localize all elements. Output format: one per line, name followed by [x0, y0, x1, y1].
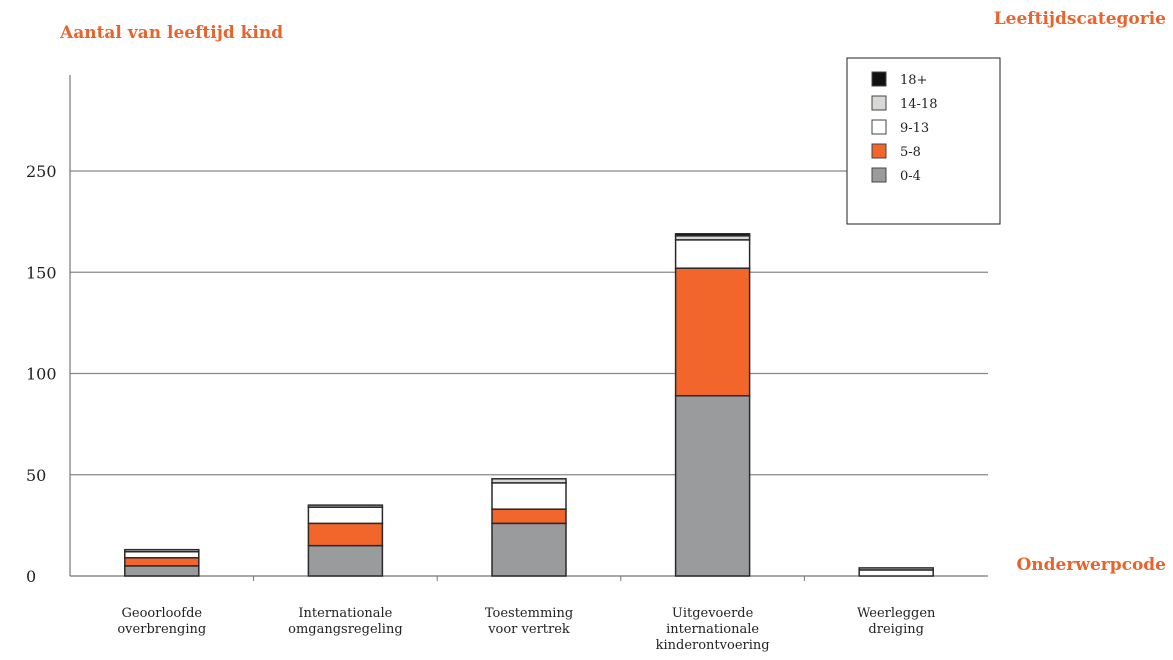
legend-swatch-18+ [871, 71, 887, 87]
x-axis-tick-labels: Geoorloofde overbrenging Internationale omg… [117, 606, 936, 653]
x-tick-label: Toestemming voor vertrek [485, 606, 573, 637]
bar-segment-0-4 [307, 544, 384, 577]
legend-swatch-0-4 [871, 167, 887, 183]
legend-label: 0-4 [900, 169, 921, 184]
bar-segment-0-4 [674, 395, 751, 577]
bar-segment-9-13 [858, 569, 934, 577]
x-tick-label: Internationale omgangsregeling [288, 606, 403, 637]
bar-segment-0-4 [491, 522, 567, 577]
x-tick-label: Weerleggen dreiging [857, 606, 936, 637]
x-tick-label: Geoorloofde overbrenging [117, 606, 206, 637]
bar-segment-0-4 [124, 565, 200, 577]
legend: 18+ 14-18 9-13 5-8 0-4 [846, 57, 1001, 225]
y-tick-label: 150 [26, 263, 57, 282]
chart-title: Aantal van leeftijd kind [59, 23, 283, 43]
bar-segment-18+ [674, 233, 751, 237]
bar-segment-5-8 [491, 508, 567, 525]
legend-label: 14-18 [900, 97, 937, 112]
y-tick-label: 250 [26, 162, 57, 181]
bar-stack [307, 504, 384, 577]
legend-label: 18+ [900, 73, 927, 88]
y-axis-tick-labels: 0 50 100 150 250 [26, 162, 57, 586]
bar-stack [124, 548, 200, 577]
bar-segment-14-18 [858, 567, 934, 571]
legend-label: 5-8 [900, 145, 921, 160]
y-tick-label: 0 [26, 567, 36, 586]
bar-segment-14-18 [124, 548, 200, 553]
bar-segment-5-8 [307, 522, 384, 547]
legend-title: Leeftijdscategorie [994, 9, 1166, 29]
gridlines [70, 170, 988, 476]
legend-label: 9-13 [900, 121, 929, 136]
bar-segment-14-18 [307, 504, 384, 508]
bar-segment-9-13 [674, 239, 751, 269]
bar-segment-9-13 [307, 506, 384, 525]
bar-segment-14-18 [491, 478, 567, 484]
bar-stack [674, 233, 751, 577]
bar-segment-9-13 [491, 482, 567, 510]
y-tick-label: 50 [26, 466, 46, 485]
bar-segment-9-13 [124, 550, 200, 559]
bar-stack [491, 478, 567, 577]
legend-swatch-5-8 [871, 143, 887, 159]
legend-swatch-14-18 [871, 95, 887, 111]
x-tick-label: Uitgevoerde internationale kinderontvoerin… [656, 606, 770, 653]
legend-swatch-9-13 [871, 119, 887, 135]
bars [124, 233, 934, 577]
x-axis-title: Onderwerpcode [1016, 555, 1166, 575]
y-tick-label: 100 [26, 365, 57, 384]
bar-segment-5-8 [674, 267, 751, 397]
bar-stack [858, 567, 934, 577]
bar-segment-5-8 [124, 557, 200, 567]
